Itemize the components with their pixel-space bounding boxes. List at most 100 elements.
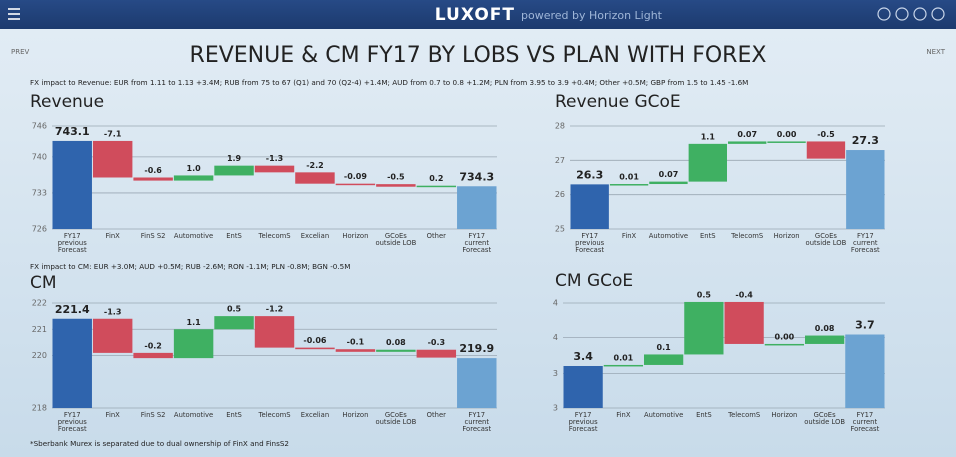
value-label: -0.6 [144, 166, 162, 175]
bar [254, 316, 295, 348]
x-tick-label: Horizon [342, 411, 368, 419]
bar [649, 181, 688, 185]
bar [376, 349, 416, 352]
y-tick-label: 4 [553, 333, 558, 342]
x-tick-label: Excelian [301, 411, 329, 419]
bar [644, 354, 684, 365]
x-tick-label: Excelian [301, 232, 329, 240]
x-tick-label: GCoEs outside LOB [375, 232, 416, 247]
value-label: 26.3 [576, 168, 603, 181]
bar [764, 343, 804, 346]
x-tick-label: TelecomS [257, 232, 290, 240]
header-bar [0, 0, 956, 29]
bar [254, 165, 295, 173]
x-tick-label: Other [427, 232, 447, 240]
value-label: 0.07 [737, 130, 757, 139]
x-tick-label: Other [427, 411, 447, 419]
x-tick-label: FY17 current Forecast [462, 232, 491, 254]
value-label: -0.4 [735, 290, 753, 299]
x-tick-label: FinX [106, 411, 121, 419]
x-tick-label: FY17 current Forecast [850, 411, 879, 433]
value-label: 1.1 [701, 132, 716, 141]
value-label: -0.06 [303, 336, 326, 345]
x-tick-label: EntS [226, 232, 242, 240]
logo: LUXOFT [435, 5, 515, 25]
x-tick-label: Horizon [774, 232, 800, 240]
x-tick-label: TelecomS [730, 232, 763, 240]
value-label: -0.2 [144, 341, 162, 350]
x-tick-label: GCoEs outside LOB [375, 411, 416, 426]
bar [845, 334, 885, 408]
tagline: powered by Horizon Light [521, 9, 663, 22]
x-tick-label: TelecomS [727, 411, 760, 419]
y-tick-label: 25 [555, 225, 565, 234]
bar [52, 318, 92, 408]
x-tick-label: EntS [696, 411, 712, 419]
value-label: -7.1 [104, 129, 122, 138]
y-tick-label: 218 [32, 404, 47, 413]
y-tick-label: 4 [553, 299, 558, 308]
x-tick-label: FinX [622, 232, 637, 240]
bar [335, 183, 376, 186]
fx-note: FX impact to CM: EUR +3.0M; AUD +0.5M; R… [30, 262, 350, 271]
value-label: 0.00 [777, 130, 797, 139]
x-tick-label: TelecomS [257, 411, 290, 419]
x-tick-label: FY17 previous Forecast [58, 411, 88, 433]
value-label: 0.1 [657, 343, 672, 352]
x-tick-label: Automotive [644, 411, 683, 419]
bar [133, 352, 173, 359]
bar [92, 140, 133, 178]
value-label: -1.3 [104, 307, 122, 316]
y-tick-label: 28 [555, 122, 565, 131]
bar [214, 316, 254, 330]
bar [173, 175, 214, 181]
bar [295, 347, 335, 350]
x-tick-label: FY17 current Forecast [851, 232, 880, 254]
print-button[interactable] [895, 7, 909, 21]
x-tick-label: Horizon [342, 232, 368, 240]
bar [335, 349, 376, 352]
bar [728, 141, 767, 144]
x-tick-label: GCoEs outside LOB [804, 411, 845, 426]
menu-button[interactable] [8, 8, 20, 20]
close-button[interactable] [931, 7, 945, 21]
value-label: -0.5 [387, 173, 405, 182]
bar [688, 143, 727, 182]
y-tick-label: 220 [32, 351, 47, 360]
value-label: 1.9 [227, 154, 242, 163]
value-label: 0.01 [619, 173, 639, 182]
x-tick-label: FY17 previous Forecast [58, 232, 88, 254]
x-tick-label: FinX [106, 232, 121, 240]
bar [173, 329, 214, 359]
x-tick-label: Horizon [771, 411, 797, 419]
page-title: REVENUE & CM FY17 BY LOBS VS PLAN WITH F… [190, 43, 767, 68]
value-label: 0.08 [815, 324, 835, 333]
value-label: 1.1 [187, 318, 202, 327]
y-tick-label: 221 [32, 325, 47, 334]
value-label: 0.2 [429, 174, 443, 183]
x-tick-label: Automotive [649, 232, 688, 240]
value-label: -0.5 [817, 130, 835, 139]
settings-button[interactable] [913, 7, 927, 21]
y-tick-label: 222 [32, 299, 47, 308]
value-label: 0.5 [227, 305, 242, 314]
x-tick-label: GCoEs outside LOB [806, 232, 847, 247]
value-label: -1.2 [266, 305, 284, 314]
x-tick-label: FY17 previous Forecast [575, 232, 605, 254]
chart-title: CM [30, 273, 57, 293]
value-label: -0.09 [344, 172, 367, 181]
prev-link[interactable]: PREV [11, 48, 30, 56]
x-tick-label: FinX [616, 411, 631, 419]
zoom-button[interactable] [877, 7, 891, 21]
y-tick-label: 740 [32, 152, 47, 161]
next-link[interactable]: NEXT [926, 48, 945, 56]
value-label: -0.3 [428, 338, 446, 347]
bar [52, 140, 92, 229]
y-tick-label: 726 [32, 225, 47, 234]
bar [805, 335, 845, 344]
value-label: 734.3 [459, 170, 494, 183]
bar [457, 186, 497, 229]
bar [570, 184, 609, 229]
